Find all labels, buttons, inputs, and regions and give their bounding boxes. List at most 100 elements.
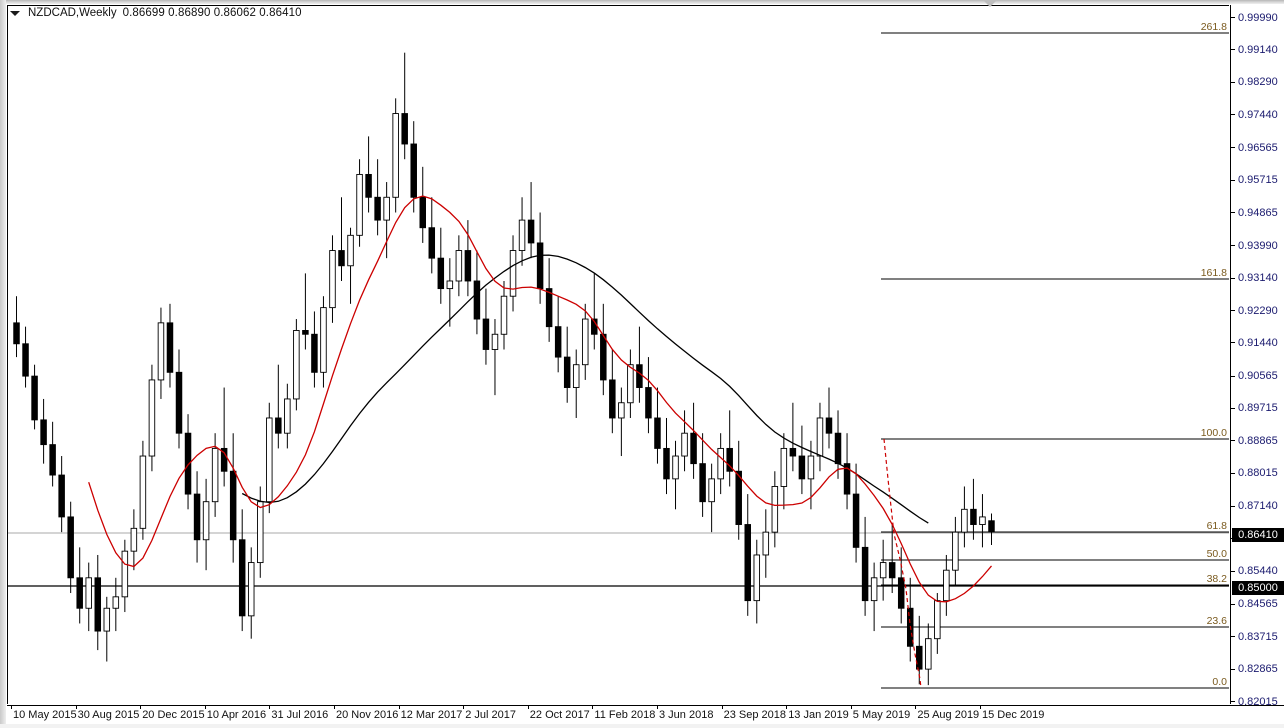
candle-body-bullish <box>925 638 932 670</box>
price-tick: 0.97440 <box>1231 108 1284 121</box>
price-tick: 0.87140 <box>1231 500 1284 513</box>
time-tick-mark-icon <box>721 706 723 709</box>
candle-body-bearish <box>744 524 751 602</box>
chevron-down-icon[interactable] <box>10 10 20 16</box>
candle-body-bearish <box>536 242 544 290</box>
price-tick: 0.93990 <box>1231 239 1284 252</box>
candle-body-bullish <box>266 417 273 503</box>
fib-label-161.8: 161.8 <box>1200 267 1227 279</box>
time-tick-mark-icon <box>915 706 917 709</box>
price-tick: 0.96565 <box>1231 141 1284 154</box>
tick-mark-icon <box>1231 636 1235 638</box>
time-tick-label: 31 Jul 2016 <box>271 709 329 721</box>
price-tick: 0.84565 <box>1231 598 1284 611</box>
fib-label-0.0: 0.0 <box>1212 676 1227 688</box>
candle-body-bullish <box>762 531 770 556</box>
tick-mark-icon <box>1231 212 1235 214</box>
candle-body-bearish <box>184 432 192 495</box>
time-tick-mark-icon <box>204 706 206 709</box>
price-tick: 0.82015 <box>1231 695 1284 708</box>
candle-body-bullish <box>518 219 526 251</box>
fib-label-261.8: 261.8 <box>1200 21 1227 33</box>
candle-body-bearish <box>22 343 29 377</box>
candle-body-bullish <box>329 250 336 309</box>
price-tick-label: 0.90565 <box>1238 370 1278 383</box>
tick-mark-icon <box>1231 603 1235 605</box>
price-tick-label: 0.82015 <box>1238 695 1278 708</box>
candle-body-bearish <box>600 333 607 381</box>
time-tick-label: 3 Jun 2018 <box>659 709 714 721</box>
price-tick: 0.99990 <box>1231 11 1284 24</box>
time-tick-label: 22 Oct 2017 <box>529 709 590 721</box>
candle-body-bullish <box>708 478 715 503</box>
candle-body-bearish <box>175 371 183 434</box>
time-tick-mark-icon <box>334 706 335 709</box>
candle-body-bullish <box>202 501 210 541</box>
price-tick-label: 0.82865 <box>1238 663 1278 676</box>
candle-body-bearish <box>410 143 417 198</box>
candlestick-series <box>13 52 995 686</box>
candle-body-bullish <box>257 501 264 564</box>
time-axis[interactable]: 10 May 2015 30 Aug 2015 20 Dec 2015 10 Apr … <box>7 705 1284 724</box>
price-tick: 0.99140 <box>1231 43 1284 56</box>
candle-body-bearish <box>40 419 47 446</box>
candle-body-bullish <box>870 577 878 602</box>
time-tick-mark-icon <box>527 706 529 709</box>
candle-body-bearish <box>545 288 553 328</box>
candle-body-bullish <box>491 333 499 350</box>
price-tick-label: 0.93140 <box>1238 272 1278 285</box>
price-tick-label: 0.96565 <box>1238 141 1278 154</box>
price-tick: 0.83715 <box>1231 630 1284 643</box>
candle-body-bullish <box>148 379 156 457</box>
price-tag-current-price[interactable]: 0.86410 <box>1232 527 1284 542</box>
tick-mark-icon <box>1231 277 1235 279</box>
tick-mark-icon <box>1231 245 1235 247</box>
time-tick-label: 20 Nov 2016 <box>336 709 399 721</box>
candle-body-bearish <box>238 539 246 617</box>
candle-body-bearish <box>428 227 436 259</box>
moving-average-fast <box>88 195 992 603</box>
price-axis[interactable]: 0.99990 0.99140 0.98290 0.97440 0.96565 0.957… <box>1230 5 1284 708</box>
tick-mark-icon <box>1231 17 1235 18</box>
time-tick-mark-icon <box>980 706 981 709</box>
projection-line <box>883 438 922 689</box>
tick-mark-icon <box>1231 701 1235 702</box>
price-tick-label: 0.93990 <box>1238 239 1278 252</box>
tick-mark-icon <box>1231 179 1235 181</box>
time-tick-label: 25 Aug 2019 <box>917 709 980 721</box>
chart-scroll-marker-icon[interactable] <box>983 0 997 7</box>
time-tick-mark-icon <box>140 706 142 709</box>
price-tick: 0.90565 <box>1231 370 1284 383</box>
candle-body-bullish <box>979 516 986 525</box>
price-tick: 0.98290 <box>1231 76 1284 89</box>
price-tick-label: 0.89715 <box>1238 402 1278 415</box>
chart-header: NZDCAD,Weekly 0.86699 0.86890 0.86062 0.… <box>10 6 302 20</box>
price-tick: 0.91440 <box>1231 336 1284 349</box>
candle-body-bearish <box>663 447 670 480</box>
candle-body-bullish <box>618 402 625 419</box>
price-tick-label: 0.98290 <box>1238 76 1278 89</box>
candle-body-bearish <box>275 417 282 434</box>
price-tag-order-level[interactable]: 0.85000 <box>1232 581 1284 596</box>
candle-body-bearish <box>527 219 535 244</box>
fib-label-23.6: 23.6 <box>1206 615 1227 627</box>
candle-body-bearish <box>834 432 842 465</box>
time-tick-mark-icon <box>850 706 852 709</box>
candle-body-bearish <box>437 257 445 290</box>
time-tick-label: 13 Jan 2019 <box>788 709 849 721</box>
tick-mark-icon <box>1231 310 1235 311</box>
candle-body-bullish <box>247 562 255 617</box>
candle-body-bullish <box>383 196 390 221</box>
ohlc-values: 0.86699 0.86890 0.86062 0.86410 <box>122 7 302 19</box>
candle-body-bearish <box>166 322 174 373</box>
price-tick-label: 0.87140 <box>1238 500 1278 513</box>
window-bottom-frame <box>0 724 1284 728</box>
price-tick-label: 0.99140 <box>1238 43 1278 56</box>
chart-plot-area[interactable]: 261.8 161.8 100.0 61.8 50.0 38.2 23.6 0.0 <box>7 5 1229 704</box>
candle-body-bearish <box>419 196 427 229</box>
tick-mark-icon <box>1231 505 1235 507</box>
candle-body-bearish <box>852 493 860 548</box>
price-tick: 0.88865 <box>1231 434 1284 447</box>
tick-mark-icon <box>1231 407 1235 409</box>
price-tick: 0.95715 <box>1231 174 1284 187</box>
